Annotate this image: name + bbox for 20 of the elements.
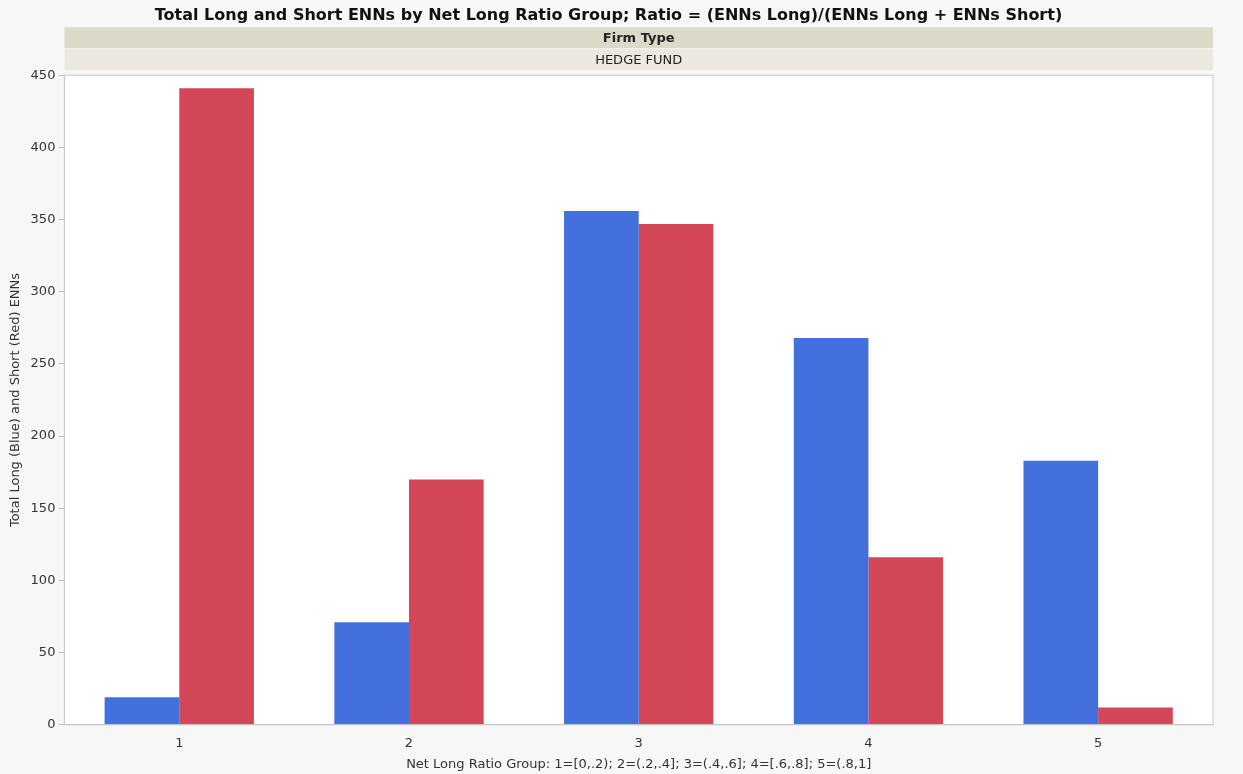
y-tick-label: 450	[30, 66, 56, 82]
y-tick-label: 200	[30, 427, 56, 443]
y-tick-label: 150	[30, 499, 56, 515]
x-tick-label: 3	[634, 734, 643, 750]
y-tick-label: 300	[30, 283, 56, 299]
y-tick-label: 0	[47, 716, 56, 732]
x-tick-label: 2	[404, 734, 414, 750]
x-tick-label: 4	[864, 734, 873, 750]
x-tick-label: 5	[1094, 734, 1103, 750]
y-tick-label: 350	[30, 210, 56, 226]
y-axis-title: Total Long (Blue) and Short (Red) ENNs	[7, 272, 23, 529]
text: HEDGE FUND	[595, 51, 683, 67]
chart-title: Total Long and Short ENNs by Net Long Ratio Group; Ratio = (ENNs Long)/(ENNs Long + ENNs Short)	[154, 4, 1063, 24]
x-tick-label: 1	[175, 734, 184, 750]
y-tick-label: 100	[30, 571, 56, 587]
y-tick-label: 400	[30, 138, 56, 154]
text: Firm Type	[602, 29, 675, 45]
y-tick-label: 50	[38, 644, 56, 659]
x-axis-title: Net Long Ratio Group: 1=[0,.2); 2=(.2,.4]; 3=(.4,.6]; 4=[.6,.8]; 5=(.8,1]	[406, 755, 872, 771]
y-tick-label: 250	[30, 355, 56, 371]
